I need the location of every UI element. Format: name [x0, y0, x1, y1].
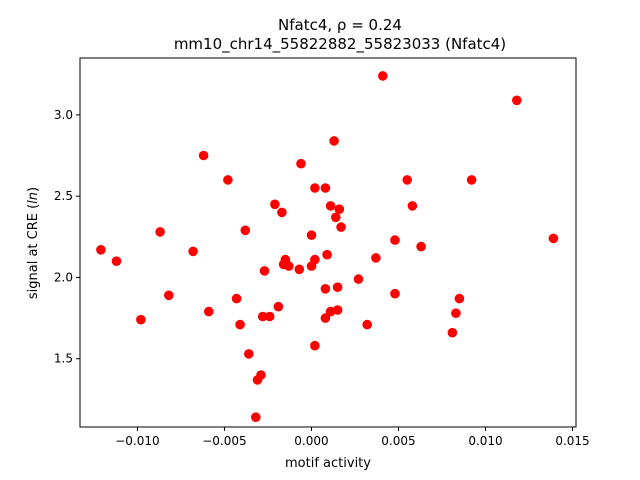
x-tick-label: −0.010	[115, 434, 159, 448]
data-point	[447, 327, 458, 338]
data-point	[390, 288, 400, 299]
data-point	[390, 235, 400, 245]
data-point	[320, 284, 331, 294]
data-point	[402, 175, 413, 185]
data-point	[240, 225, 251, 236]
data-point	[235, 319, 245, 330]
data-point	[259, 266, 270, 276]
data-point	[155, 227, 165, 237]
data-point	[264, 311, 275, 322]
data-point	[332, 282, 343, 293]
y-axis-label: signal at CRE (ln)	[26, 187, 41, 299]
data-point	[231, 293, 242, 304]
data-point	[325, 306, 336, 317]
data-point	[320, 313, 331, 323]
x-tick-label: −0.005	[202, 434, 246, 448]
x-tick-label: 0.000	[294, 434, 328, 448]
data-point	[322, 249, 332, 260]
data-point	[512, 95, 522, 106]
data-point	[466, 175, 477, 185]
data-point	[329, 136, 339, 146]
x-tick-label: 0.015	[555, 434, 589, 448]
data-point	[136, 314, 146, 325]
data-point	[188, 246, 198, 257]
data-point	[334, 204, 345, 214]
y-tick-label: 2.0	[54, 270, 73, 284]
x-axis-label: motif activity	[285, 456, 371, 471]
data-point	[294, 264, 305, 275]
data-point	[336, 222, 346, 232]
plot-frame	[79, 57, 577, 428]
data-point	[284, 261, 294, 271]
data-point	[198, 150, 209, 161]
data-point	[111, 256, 122, 267]
data-point	[378, 71, 388, 81]
data-points	[96, 71, 559, 423]
data-point	[164, 290, 174, 301]
data-point	[244, 349, 254, 359]
chart-title-line2: mm10_chr14_55822882_55823033 (Nfatc4)	[174, 35, 506, 54]
data-point	[548, 233, 559, 244]
data-point	[251, 412, 261, 423]
data-point	[296, 158, 306, 169]
data-point	[252, 375, 263, 385]
data-point	[223, 175, 233, 185]
y-tick-label: 3.0	[54, 108, 73, 122]
data-point	[270, 199, 280, 210]
data-point	[325, 201, 336, 211]
data-point	[306, 230, 317, 240]
data-point	[454, 293, 465, 304]
data-point	[416, 241, 426, 252]
data-point	[273, 301, 284, 312]
data-point	[204, 306, 214, 317]
data-point	[257, 311, 268, 322]
chart-title-line1: Nfatc4, ρ = 0.24	[278, 16, 402, 34]
data-point	[306, 261, 317, 271]
data-point	[277, 207, 287, 218]
data-point	[407, 201, 418, 211]
y-tick-label: 2.5	[54, 189, 73, 203]
data-point	[310, 183, 320, 193]
data-point	[320, 183, 331, 193]
data-point	[451, 308, 461, 319]
x-tick-label: 0.005	[381, 434, 415, 448]
data-point	[353, 274, 364, 284]
data-point	[96, 245, 106, 255]
y-tick-label: 1.5	[54, 352, 73, 366]
data-point	[371, 253, 381, 263]
data-point	[362, 319, 373, 330]
x-axis-ticks: −0.010 −0.005 0.000 0.005 0.010 0.015	[115, 427, 590, 448]
x-tick-label: 0.010	[468, 434, 502, 448]
data-point	[331, 212, 341, 223]
data-point	[310, 340, 320, 351]
y-axis-ticks: 1.5 2.0 2.5 3.0	[54, 108, 80, 366]
